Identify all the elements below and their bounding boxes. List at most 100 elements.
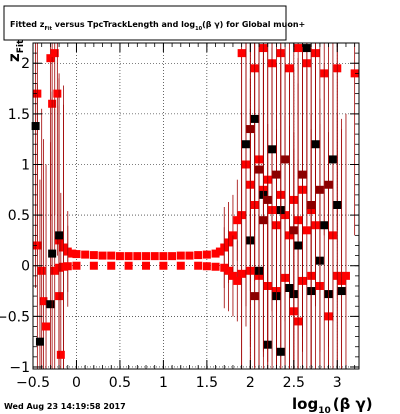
- data-point: [237, 269, 246, 278]
- data-point: [202, 262, 211, 271]
- data-point: [285, 64, 294, 73]
- data-point: [246, 125, 255, 134]
- x-tick-label: −0.5: [16, 375, 50, 391]
- data-point: [315, 185, 324, 194]
- data-point: [42, 322, 51, 331]
- data-point: [281, 155, 290, 164]
- data-point: [194, 251, 203, 260]
- data-point: [302, 44, 311, 53]
- x-tick-label: 1: [159, 375, 168, 391]
- x-tick-label: 1.5: [196, 375, 218, 391]
- x-tick-label: 0.5: [109, 375, 131, 391]
- data-point: [333, 200, 342, 209]
- x-tick-label: 0: [72, 375, 81, 391]
- data-point: [48, 249, 57, 258]
- title-box: Fitted zFit versus TpcTrackLength and lo…: [3, 5, 305, 41]
- data-point: [268, 145, 277, 154]
- data-point: [294, 241, 303, 250]
- data-point: [72, 261, 81, 270]
- data-point: [211, 262, 220, 271]
- data-point: [263, 195, 272, 204]
- data-point: [59, 262, 68, 271]
- x-tick-label: 3: [333, 375, 342, 391]
- data-point: [35, 337, 44, 346]
- data-point: [328, 155, 337, 164]
- data-point: [185, 251, 194, 260]
- data-point: [63, 262, 72, 271]
- data-point: [228, 271, 237, 280]
- data-point: [302, 226, 311, 235]
- data-point: [31, 122, 40, 131]
- data-point: [289, 226, 298, 235]
- data-point: [50, 266, 59, 275]
- data-point: [285, 284, 294, 293]
- data-point: [53, 89, 62, 98]
- y-axis-label: zFit: [5, 39, 26, 62]
- timestamp: Wed Aug 23 14:19:58 2017: [4, 402, 126, 411]
- y-tick-label: 1: [21, 157, 30, 173]
- data-point: [350, 69, 359, 78]
- y-tick-label: 1.5: [8, 107, 30, 123]
- y-tick-label: 0: [21, 259, 30, 275]
- axis-ticks: [32, 42, 359, 369]
- chart-title: Fitted zFit versus TpcTrackLength and lo…: [10, 20, 305, 32]
- data-point: [142, 252, 151, 261]
- data-point: [311, 140, 320, 149]
- data-point: [241, 140, 250, 149]
- data-point: [124, 252, 133, 261]
- data-point: [233, 216, 242, 225]
- data-point: [98, 251, 107, 260]
- data-point: [142, 261, 151, 270]
- data-point: [194, 261, 203, 270]
- data-point: [233, 276, 242, 285]
- data-point: [89, 251, 98, 260]
- data-point: [272, 170, 281, 179]
- data-point: [215, 247, 224, 256]
- data-point: [259, 216, 268, 225]
- data-point: [176, 261, 185, 270]
- data-point: [168, 252, 177, 261]
- data-point: [55, 231, 64, 240]
- data-point: [33, 241, 42, 250]
- data-point: [37, 266, 46, 275]
- tick-labels: −0.5 0 0.5 1 1.5 2 2.5 3−1−0.500.511.52: [0, 56, 342, 391]
- y-tick-label: 0.5: [8, 208, 30, 224]
- data-point: [159, 252, 168, 261]
- data-point: [224, 266, 233, 275]
- data-point: [320, 221, 329, 230]
- data-point: [337, 287, 346, 296]
- data-point: [107, 251, 116, 260]
- data-point: [202, 250, 211, 259]
- data-point: [176, 251, 185, 260]
- data-point: [39, 297, 48, 306]
- data-point: [250, 114, 259, 123]
- data-point: [294, 44, 303, 53]
- data-point: [250, 292, 259, 301]
- x-tick-label: 2: [246, 375, 255, 391]
- data-point: [72, 250, 81, 259]
- data-point: [81, 250, 90, 259]
- y-tick-label: −1: [9, 360, 30, 376]
- x-axis-label: log10 (β γ): [292, 395, 373, 414]
- plot-frame: [32, 42, 360, 370]
- data-point: [220, 263, 229, 272]
- data-point: [115, 252, 124, 261]
- data-point: [255, 165, 264, 174]
- data-point: [124, 261, 133, 270]
- data-point: [307, 200, 316, 209]
- y-tick-label: −0.5: [0, 309, 30, 325]
- data-point: [89, 261, 98, 270]
- data-point: [68, 249, 77, 258]
- data-point: [50, 49, 59, 58]
- data-point: [133, 252, 142, 261]
- data-point: [159, 261, 168, 270]
- data-point: [46, 300, 55, 309]
- data-markers: [31, 43, 359, 369]
- data-point: [211, 249, 220, 258]
- data-point: [237, 49, 246, 58]
- data-point: [107, 261, 116, 270]
- x-tick-label: 2.5: [283, 375, 305, 391]
- data-point: [298, 170, 307, 179]
- data-point: [341, 271, 350, 280]
